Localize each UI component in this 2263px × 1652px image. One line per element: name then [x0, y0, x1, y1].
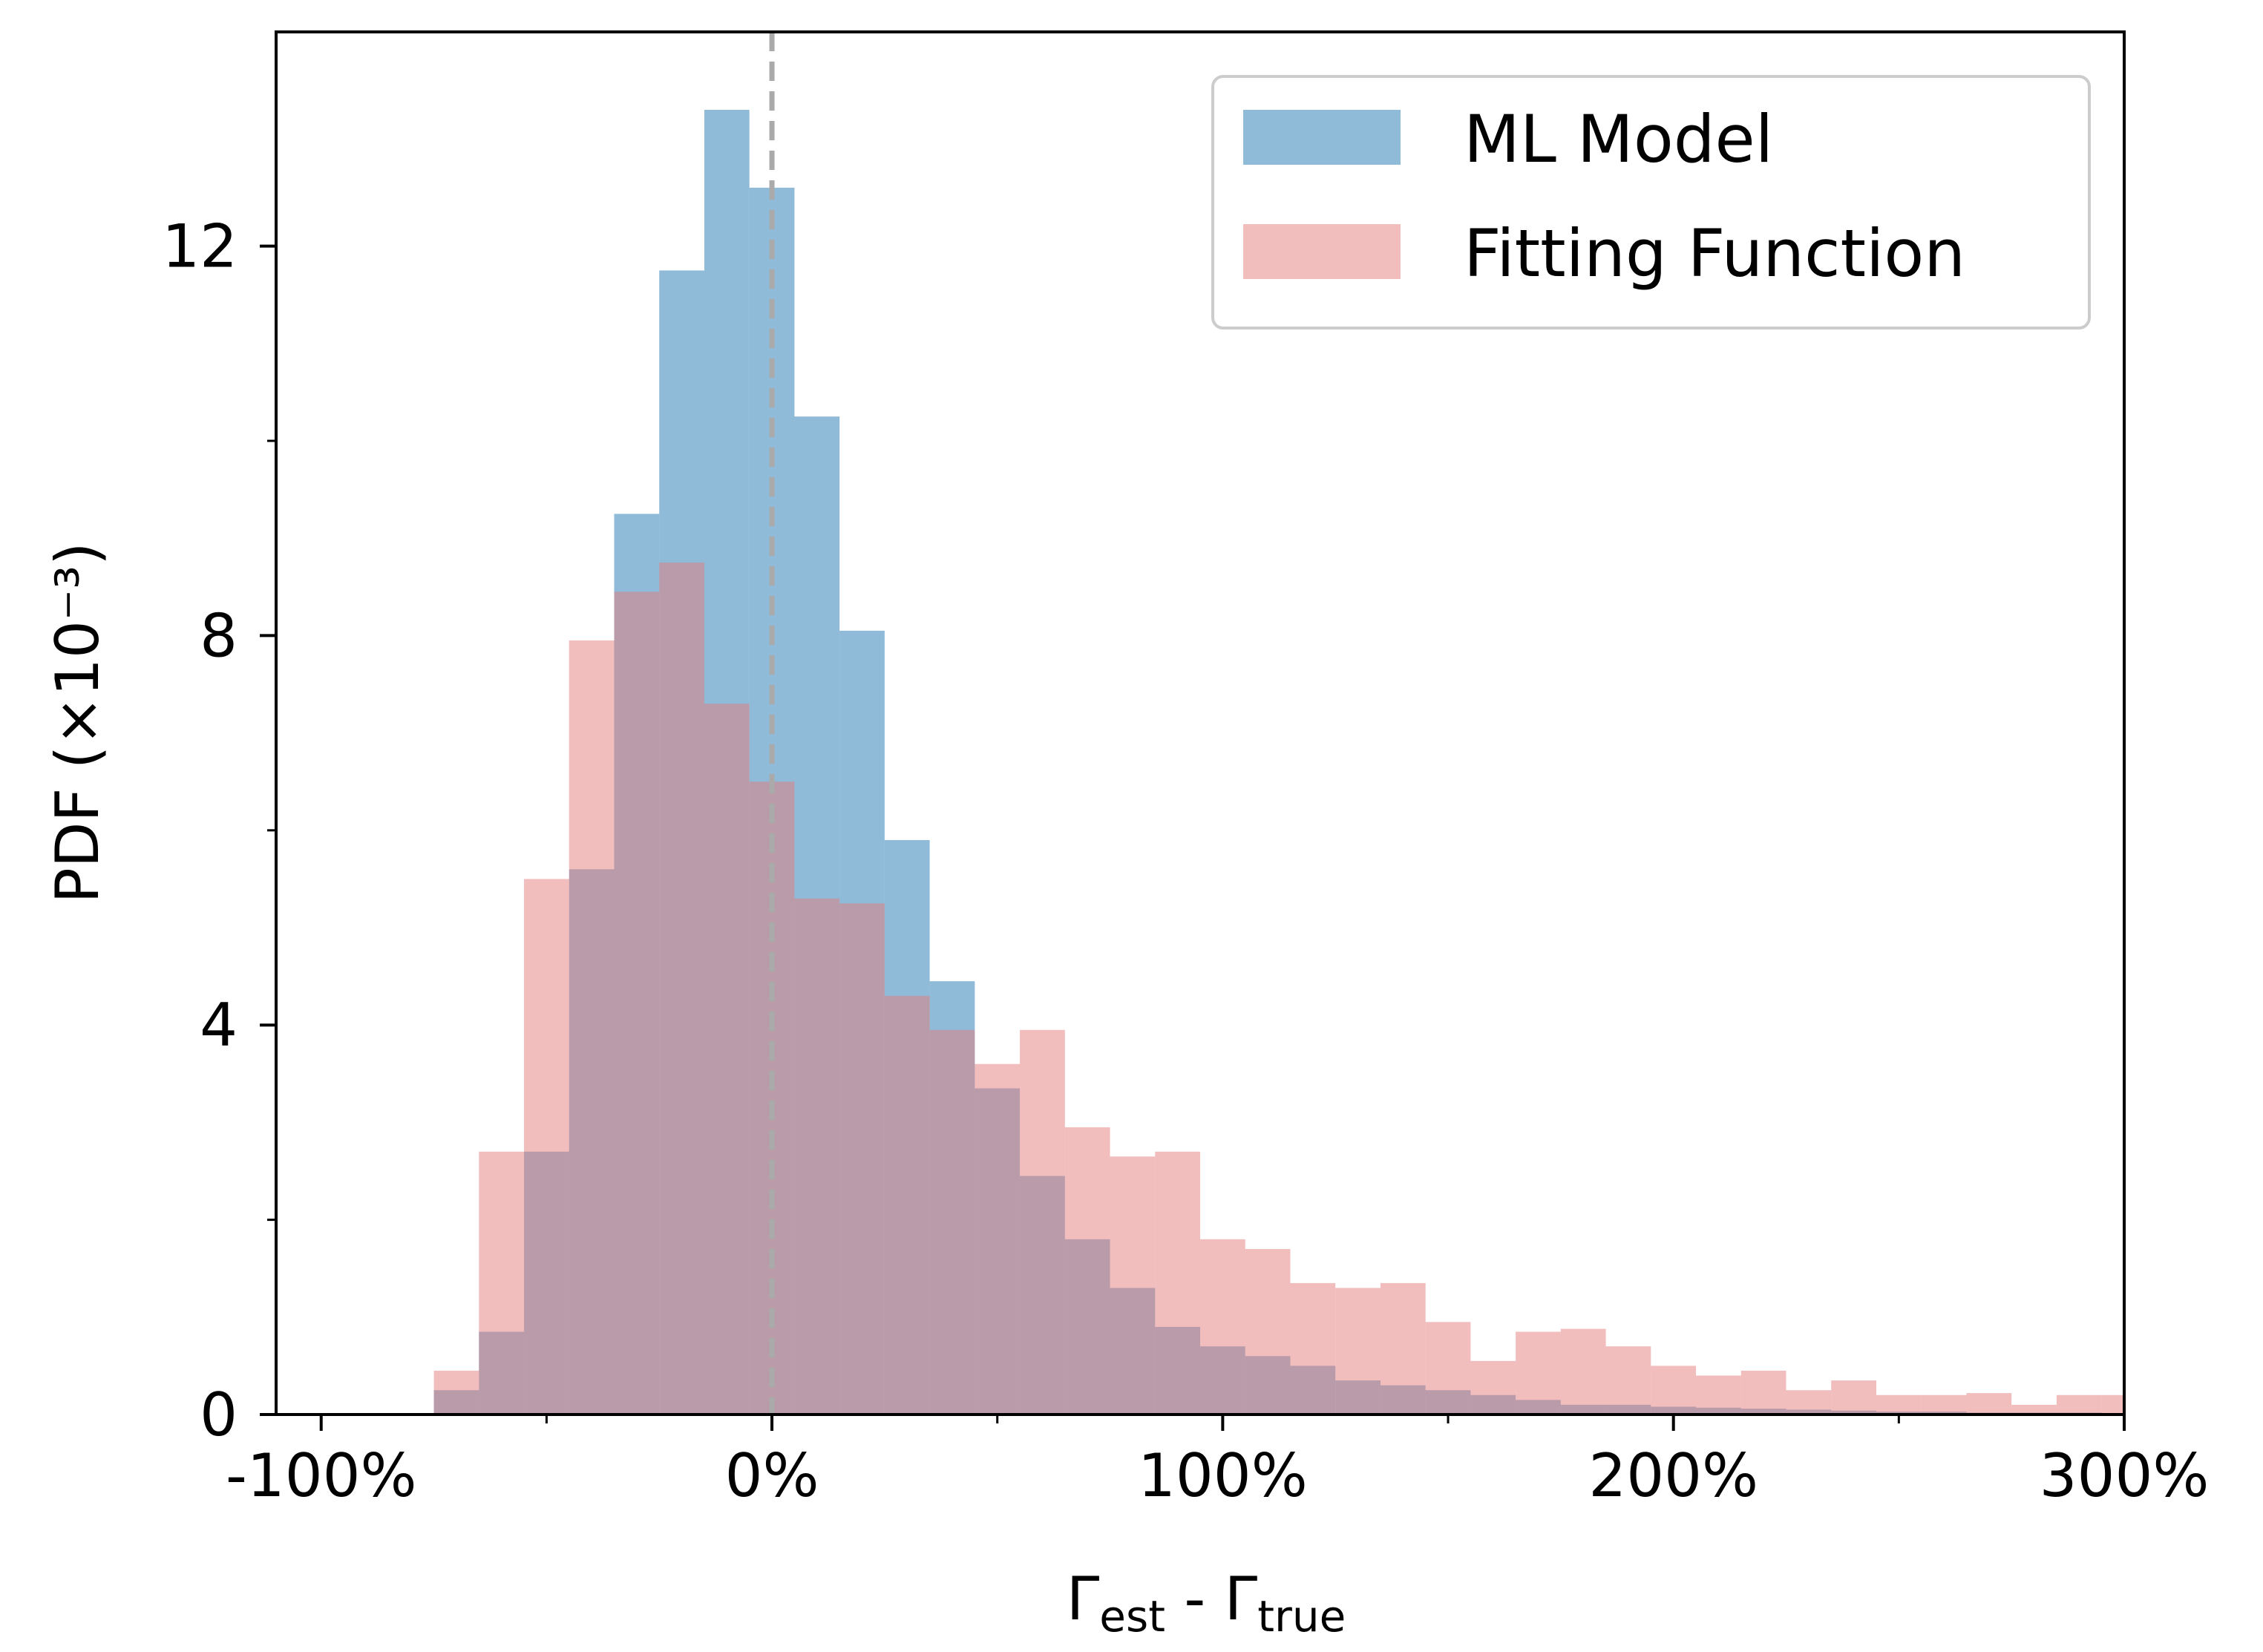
y-axis-label: PDF (×10⁻³) — [43, 543, 112, 904]
bar-fitting-function-23 — [1470, 1360, 1516, 1415]
bar-fitting-function-33 — [1921, 1394, 1967, 1415]
legend-label-fitting-function: Fitting Function — [1464, 215, 1965, 292]
bar-fitting-function-20 — [1335, 1288, 1381, 1415]
bar-fitting-function-5 — [659, 563, 704, 1415]
legend-swatch-fitting-function — [1243, 224, 1401, 279]
bar-fitting-function-1 — [479, 1151, 525, 1415]
bar-fitting-function-11 — [929, 1029, 975, 1415]
bar-fitting-function-30 — [1786, 1390, 1832, 1415]
bar-fitting-function-31 — [1831, 1380, 1876, 1415]
bar-fitting-function-26 — [1605, 1346, 1651, 1415]
y-tick-label: 8 — [200, 601, 238, 670]
bar-fitting-function-3 — [569, 640, 615, 1415]
bar-fitting-function-17 — [1200, 1239, 1245, 1415]
bar-fitting-function-18 — [1245, 1248, 1291, 1415]
bar-fitting-function-27 — [1651, 1366, 1697, 1415]
bar-fitting-function-36 — [2056, 1394, 2102, 1415]
bar-fitting-function-34 — [1966, 1393, 2012, 1415]
bar-fitting-function-28 — [1696, 1375, 1741, 1415]
legend-box — [1211, 75, 2091, 330]
bar-fitting-function-21 — [1380, 1282, 1426, 1415]
x-tick-label: 200% — [1588, 1441, 1758, 1510]
bar-fitting-function-24 — [1516, 1331, 1561, 1415]
bar-fitting-function-22 — [1425, 1322, 1471, 1415]
bar-fitting-function-9 — [839, 903, 885, 1415]
bar-fitting-function-10 — [884, 995, 930, 1415]
bar-fitting-function-2 — [524, 879, 569, 1415]
bar-fitting-function-14 — [1064, 1127, 1110, 1415]
x-tick-label: -100% — [226, 1441, 417, 1510]
x-tick-label: 300% — [2040, 1441, 2210, 1510]
legend-label-ml-model: ML Model — [1464, 101, 1773, 177]
y-tick-label: 4 — [200, 991, 238, 1060]
x-tick-label: 0% — [725, 1441, 819, 1510]
bar-fitting-function-6 — [704, 704, 750, 1415]
bar-fitting-function-25 — [1560, 1328, 1606, 1415]
x-tick-label: 100% — [1138, 1441, 1308, 1510]
y-tick-label: 0 — [200, 1380, 238, 1449]
bar-fitting-function-15 — [1110, 1156, 1156, 1415]
bar-fitting-function-12 — [975, 1063, 1021, 1415]
bar-fitting-function-37 — [2101, 1394, 2124, 1415]
bar-fitting-function-35 — [2011, 1404, 2057, 1415]
bar-fitting-function-13 — [1020, 1029, 1065, 1415]
bars-layer — [433, 109, 2124, 1415]
bar-fitting-function-16 — [1155, 1151, 1200, 1415]
plot-frame — [275, 30, 2126, 1416]
legend-swatch-ml-model — [1243, 110, 1401, 165]
bar-fitting-function-8 — [794, 898, 840, 1415]
bar-fitting-function-0 — [433, 1370, 479, 1415]
bar-fitting-function-29 — [1740, 1370, 1787, 1415]
x-axis: -100% 0% 100% 200% 300% — [226, 1415, 2209, 1510]
x-axis-label: Γest - Γtrue — [1067, 1564, 1346, 1642]
y-tick-label: 12 — [162, 212, 238, 281]
bar-fitting-function-32 — [1876, 1394, 1922, 1415]
bar-fitting-function-19 — [1290, 1282, 1336, 1415]
bar-fitting-function-4 — [614, 591, 660, 1415]
y-axis: 0 4 8 12 — [162, 212, 276, 1449]
legend: ML Model Fitting Function — [1211, 75, 2091, 330]
